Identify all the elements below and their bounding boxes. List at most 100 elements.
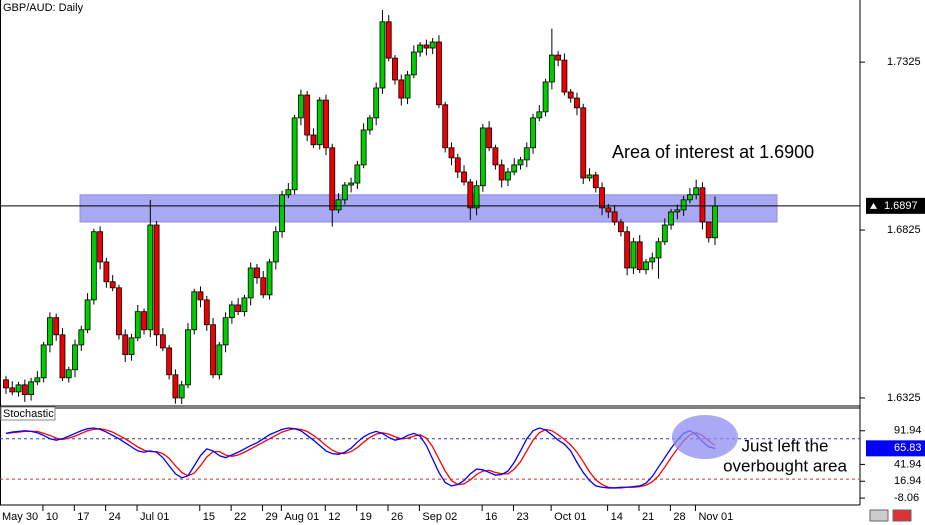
last-price-box xyxy=(866,197,925,214)
candle-body xyxy=(348,182,354,186)
y-tick-label: 41.94 xyxy=(894,458,922,470)
candle-body xyxy=(21,384,28,395)
candle-body xyxy=(536,111,543,119)
candle-body xyxy=(254,267,260,279)
candle-body xyxy=(97,231,104,263)
candle-body xyxy=(586,174,593,179)
candle-body xyxy=(9,387,16,393)
candle-body xyxy=(367,117,373,131)
x-tick-label: 19 xyxy=(360,511,372,523)
candle-body xyxy=(505,171,511,181)
annotation: Just left the xyxy=(742,436,829,455)
candle-body xyxy=(668,211,674,226)
candle-body xyxy=(216,344,223,376)
x-tick-label: 24 xyxy=(109,511,121,523)
candle-body xyxy=(65,369,72,379)
candle-body xyxy=(53,317,60,336)
candle-body xyxy=(323,99,329,149)
candle-body xyxy=(291,117,298,191)
chart-title: GBP/AUD: Daily xyxy=(3,2,84,14)
current-value-label: 65.83 xyxy=(894,442,922,454)
candle-body xyxy=(492,147,499,166)
x-tick-label: 17 xyxy=(77,511,89,523)
candle-body xyxy=(486,127,493,149)
candle-body xyxy=(116,287,122,336)
candle-body xyxy=(674,209,681,213)
close-icon[interactable] xyxy=(892,509,912,522)
candle-body xyxy=(523,147,530,161)
candle-body xyxy=(404,74,411,99)
candle-body xyxy=(385,21,392,59)
candle-body xyxy=(611,211,618,223)
candle-body xyxy=(693,187,700,196)
candle-body xyxy=(59,334,66,379)
candle-body xyxy=(329,147,336,211)
candle-body xyxy=(649,257,656,263)
candle-body xyxy=(655,241,662,259)
candle-body xyxy=(548,54,555,83)
candle-body xyxy=(379,21,386,89)
candle-body xyxy=(297,94,304,119)
candle-body xyxy=(448,147,455,159)
x-tick-label: Jul 01 xyxy=(140,511,169,523)
candle-body xyxy=(172,374,179,399)
candle-body xyxy=(423,44,430,49)
candle-body xyxy=(34,377,41,383)
candle-body xyxy=(417,44,424,53)
x-tick-label: Sep 02 xyxy=(422,511,457,523)
candle-body xyxy=(680,199,687,211)
candle-body xyxy=(630,241,637,269)
candle-body xyxy=(109,281,116,289)
candle-body xyxy=(84,299,91,331)
candle-body xyxy=(260,277,267,296)
y-tick-label: 91.94 xyxy=(894,425,922,437)
candle-body xyxy=(134,311,141,339)
candle-body xyxy=(47,317,53,346)
candle-body xyxy=(354,164,361,184)
candle-body xyxy=(517,159,524,166)
title-box xyxy=(1,1,83,15)
candle-body xyxy=(605,207,612,213)
candle-body xyxy=(599,187,605,209)
candle-body xyxy=(72,344,78,371)
candle-body xyxy=(141,311,147,331)
candle-body xyxy=(636,241,643,271)
y-tick-label: 1.7325 xyxy=(887,56,921,68)
candle-body xyxy=(398,79,405,99)
candle-body xyxy=(429,41,436,49)
candle-body xyxy=(197,291,204,301)
x-tick-label: May 30 xyxy=(2,511,38,523)
candle-body xyxy=(40,344,47,379)
candle-body xyxy=(473,185,480,209)
candle-body xyxy=(147,224,154,331)
candle-body xyxy=(15,384,22,393)
panel-title: Stochastic xyxy=(3,408,54,420)
candle-body xyxy=(266,261,273,296)
x-tick-label: Oct 01 xyxy=(554,511,586,523)
candle-body xyxy=(699,187,706,223)
candle-body xyxy=(436,41,442,106)
candle-body xyxy=(285,189,292,196)
candle-body xyxy=(410,51,417,76)
x-tick-label: 10 xyxy=(46,511,58,523)
candle-body xyxy=(530,117,536,149)
candle-body xyxy=(498,164,505,181)
candle-body xyxy=(479,127,486,187)
scroll-icon[interactable] xyxy=(869,509,889,522)
y-tick-label: 16.94 xyxy=(894,475,922,487)
candle-body xyxy=(542,81,549,113)
candle-body xyxy=(617,221,624,233)
candle-body xyxy=(335,199,342,211)
candle-body xyxy=(360,129,367,166)
candle-body xyxy=(341,184,348,201)
candle-body xyxy=(178,384,185,399)
y-tick-label: -8.06 xyxy=(894,492,919,504)
candle-body xyxy=(185,329,191,386)
candle-body xyxy=(222,317,229,346)
candle-body xyxy=(166,347,173,376)
candle-body xyxy=(442,104,449,149)
candle-body xyxy=(235,304,242,313)
candle-body xyxy=(279,194,285,233)
candle-body xyxy=(316,99,323,146)
candle-body xyxy=(561,59,568,93)
